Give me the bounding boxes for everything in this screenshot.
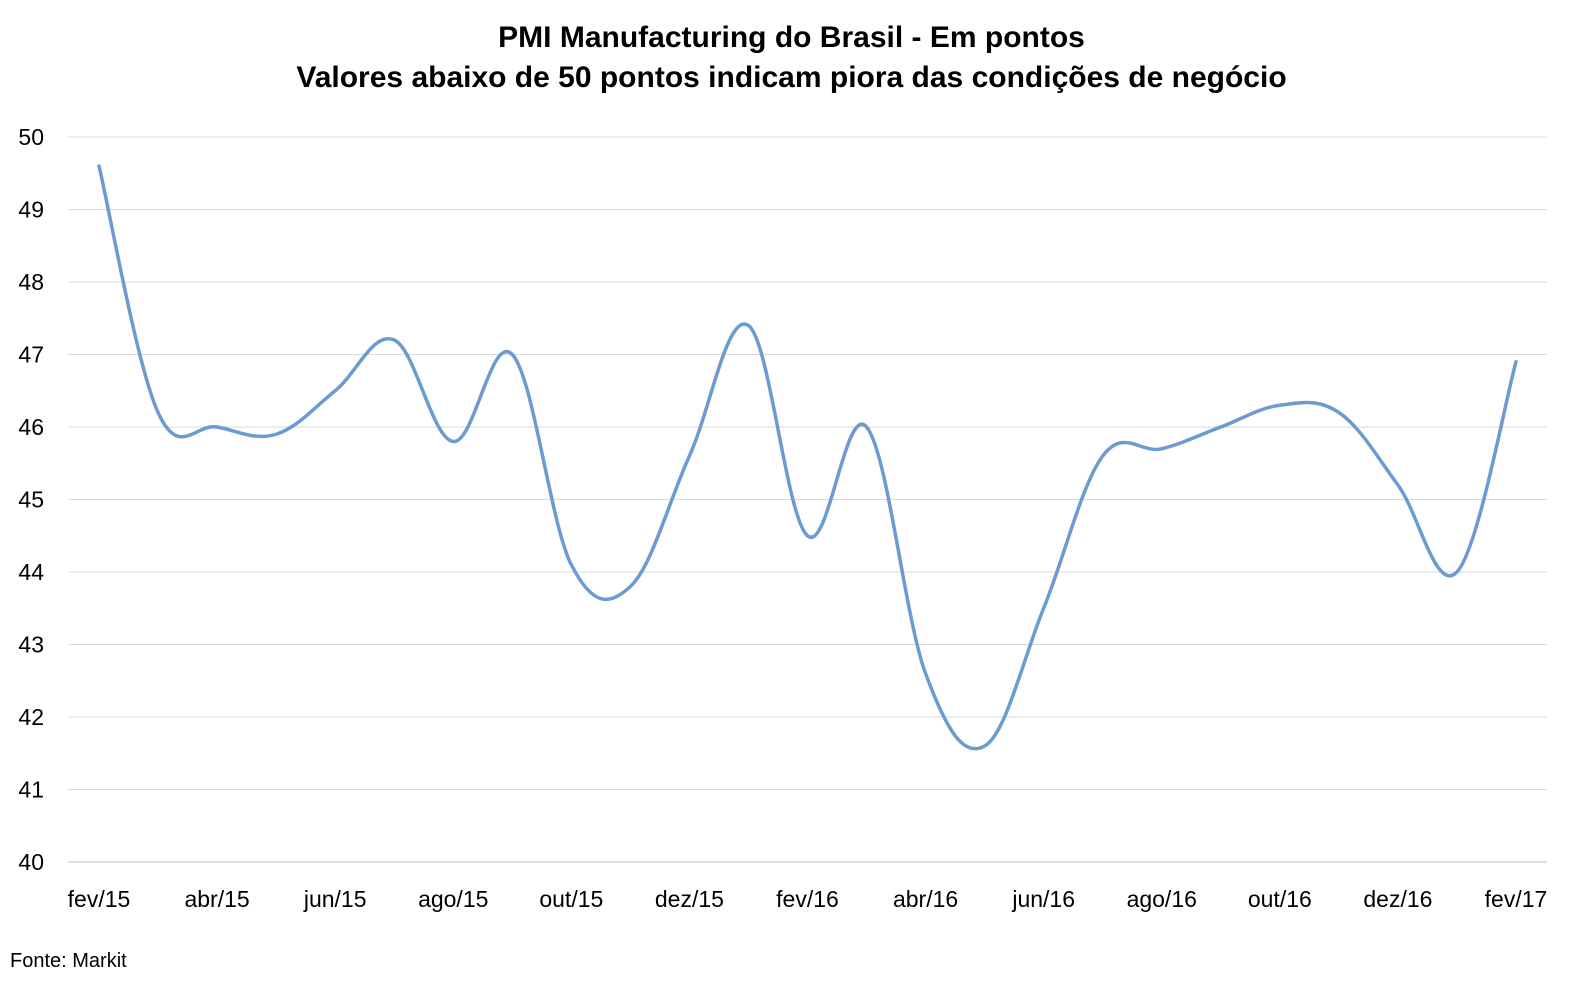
x-tick-label: out/15 bbox=[539, 886, 603, 912]
x-tick-label: dez/16 bbox=[1363, 886, 1432, 912]
data-point bbox=[1514, 360, 1518, 364]
x-tick-label: abr/15 bbox=[184, 886, 249, 912]
y-tick-label: 41 bbox=[18, 777, 44, 803]
data-point bbox=[1042, 606, 1046, 610]
data-point bbox=[687, 454, 691, 458]
chart-title-block: PMI Manufacturing do Brasil - Em pontos … bbox=[0, 18, 1583, 98]
data-point bbox=[274, 432, 278, 436]
data-point bbox=[1455, 570, 1459, 574]
gridlines bbox=[68, 136, 1547, 863]
data-point bbox=[510, 353, 514, 357]
data-point bbox=[628, 585, 632, 589]
x-tick-label: jun/15 bbox=[303, 886, 367, 912]
data-point bbox=[924, 672, 928, 676]
data-point bbox=[1396, 483, 1400, 487]
y-axis: 40 41 42 43 44 45 46 47 48 49 50 bbox=[18, 124, 44, 875]
x-tick-label: dez/15 bbox=[655, 886, 724, 912]
data-point bbox=[1337, 411, 1341, 415]
x-tick-label: abr/16 bbox=[893, 886, 958, 912]
y-tick-label: 44 bbox=[18, 559, 44, 585]
x-tick-label: fev/16 bbox=[776, 886, 839, 912]
y-tick-label: 43 bbox=[18, 632, 44, 658]
chart-subtitle: Valores abaixo de 50 pontos indicam pior… bbox=[296, 61, 1287, 94]
data-point bbox=[806, 534, 810, 538]
data-point bbox=[1219, 425, 1223, 429]
y-tick-label: 50 bbox=[18, 124, 44, 150]
data-point bbox=[983, 744, 987, 748]
data-point bbox=[392, 338, 396, 342]
x-tick-label: ago/16 bbox=[1127, 886, 1197, 912]
data-point bbox=[746, 324, 750, 328]
plot-area bbox=[97, 164, 1518, 751]
x-tick-label: out/16 bbox=[1248, 886, 1312, 912]
y-tick-label: 48 bbox=[18, 269, 44, 295]
pmi-series-line bbox=[97, 164, 1518, 751]
y-tick-label: 45 bbox=[18, 487, 44, 513]
data-point bbox=[333, 389, 337, 393]
x-axis: fev/15 abr/15 jun/15 ago/15 out/15 dez/15 fev/… bbox=[68, 886, 1548, 912]
y-tick-label: 40 bbox=[18, 849, 44, 875]
y-tick-label: 42 bbox=[18, 704, 44, 730]
x-tick-label: fev/17 bbox=[1485, 886, 1548, 912]
y-tick-label: 49 bbox=[18, 197, 44, 223]
data-point bbox=[569, 563, 573, 567]
data-point bbox=[156, 411, 160, 415]
chart-title: PMI Manufacturing do Brasil - Em pontos bbox=[498, 21, 1085, 54]
data-point bbox=[97, 164, 101, 168]
data-point bbox=[1101, 454, 1105, 458]
x-tick-label: fev/15 bbox=[68, 886, 131, 912]
source-note: Fonte: Markit bbox=[10, 950, 127, 972]
data-point bbox=[1278, 403, 1282, 407]
y-tick-label: 47 bbox=[18, 342, 44, 368]
x-tick-label: ago/15 bbox=[418, 886, 488, 912]
data-point bbox=[1160, 447, 1164, 451]
data-point bbox=[865, 425, 869, 429]
data-point bbox=[215, 425, 219, 429]
y-tick-label: 46 bbox=[18, 414, 44, 440]
data-point bbox=[451, 440, 455, 444]
x-tick-label: jun/16 bbox=[1011, 886, 1075, 912]
